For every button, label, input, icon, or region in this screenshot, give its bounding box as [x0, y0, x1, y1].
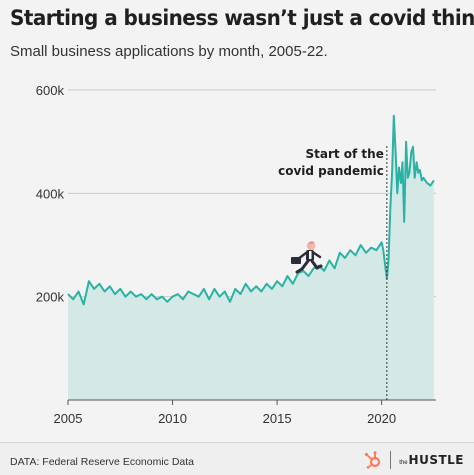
logo-divider: [390, 451, 392, 469]
chart-title: Starting a business wasn’t just a covid …: [10, 6, 474, 31]
x-tick-label: 2010: [158, 411, 187, 426]
chart-subtitle: Small business applications by month, 20…: [10, 43, 328, 60]
series-area-fill: [68, 115, 434, 401]
x-tick-label: 2015: [263, 411, 292, 426]
y-tick-label: 600k: [36, 83, 65, 98]
brand-prefix: the: [399, 460, 408, 466]
x-tick-label: 2005: [54, 411, 83, 426]
area-chart: 2005 2010 2015 2020 200k 400k 600k Start of t…: [36, 83, 436, 426]
y-tick-label: 400k: [36, 186, 65, 201]
brand-logo: the HUSTLE: [364, 449, 464, 471]
data-source: DATA: Federal Reserve Economic Data: [10, 456, 195, 468]
y-tick-label: 200k: [36, 290, 65, 305]
x-tick-label: 2020: [367, 411, 396, 426]
series-line: [67, 114, 435, 306]
y-axis-ticks: 200k 400k 600k: [36, 83, 65, 305]
annotation-line-text: covid pandemic: [278, 164, 384, 178]
covid-annotation-label: Start of the covid pandemic: [278, 147, 384, 178]
x-axis-ticks: 2005 2010 2015 2020: [54, 400, 396, 426]
hubspot-sprocket-icon: [365, 451, 381, 469]
the-hustle-wordmark: the HUSTLE: [399, 454, 464, 466]
footer-bar: DATA: Federal Reserve Economic Data the …: [0, 442, 474, 475]
annotation-line-text: Start of the: [305, 147, 383, 161]
brand-name: HUSTLE: [408, 453, 464, 467]
runner-illustration: [291, 241, 323, 274]
